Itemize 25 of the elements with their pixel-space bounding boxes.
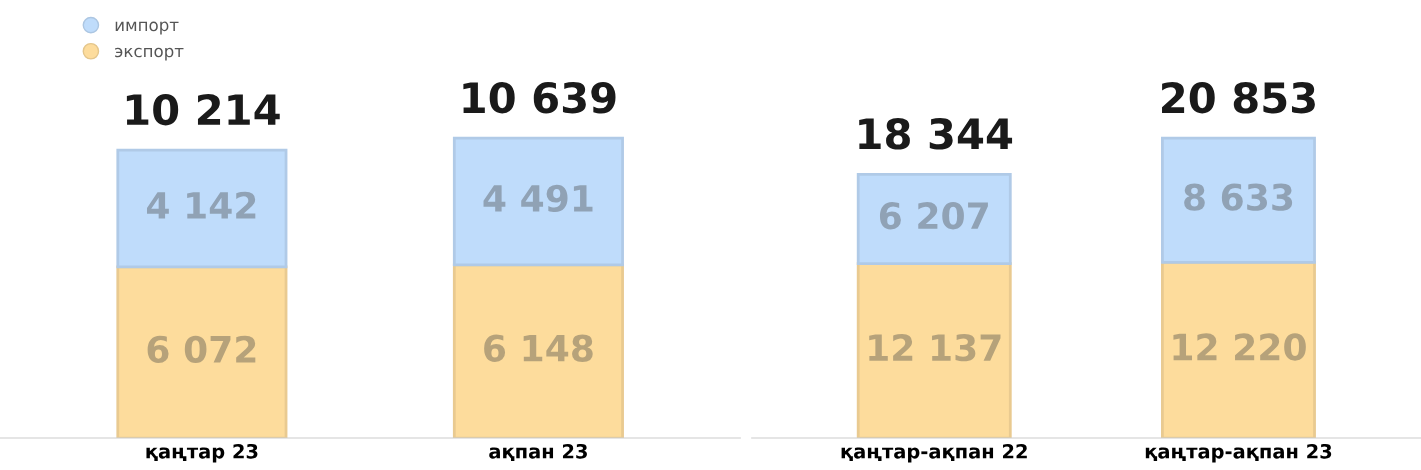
legend-label: экспорт: [115, 47, 184, 61]
x-tick-label: қаңтар 23: [146, 443, 258, 463]
bar: [856, 262, 1012, 439]
data-label: 6 207: [879, 202, 988, 230]
data-label: 6 072: [147, 335, 256, 363]
data-label: 4 142: [147, 191, 256, 219]
x-tick-label: қаңтар-ақпан 22: [841, 443, 1027, 463]
legend-label: импорт: [115, 21, 179, 35]
data-label: 4 491: [483, 184, 593, 212]
total-label: 10 639: [463, 81, 616, 114]
total-label: 18 344: [859, 118, 1013, 150]
total-label: 10 214: [126, 93, 280, 126]
x-tick-label: ақпан 23: [489, 443, 587, 462]
x-tick-label: қаңтар-ақпан 23: [1145, 443, 1332, 463]
bar: [452, 263, 624, 439]
data-label: 12 220: [1173, 333, 1306, 361]
total-label: 20 853: [1162, 81, 1315, 114]
data-label: 8 633: [1184, 183, 1293, 211]
data-label: 12 137: [869, 333, 1001, 362]
bar: [452, 136, 624, 267]
data-label: 6 148: [484, 334, 593, 362]
bar: [116, 148, 288, 269]
bar: [1161, 136, 1316, 264]
bar: [116, 265, 288, 439]
bar: [856, 172, 1012, 265]
